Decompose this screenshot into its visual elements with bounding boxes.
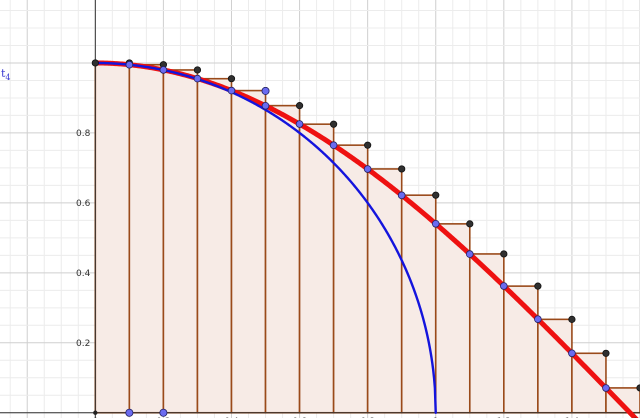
riemann-rectangle xyxy=(128,63,165,414)
points xyxy=(91,59,640,417)
x-tick-label: 0.8 xyxy=(360,417,375,418)
x-tick-label: 0 xyxy=(92,417,98,418)
curve-point xyxy=(193,74,202,83)
tick-labels: 0 0.2 0.4 0.6 0.8 1 1.2 1.4 1.6 0.2 0.4 0.6 0.8 xyxy=(76,129,640,418)
riemann-rectangle xyxy=(230,89,267,414)
corner-point xyxy=(398,165,406,173)
curve-point xyxy=(125,60,134,69)
corner-point xyxy=(500,250,508,258)
riemann-rectangle xyxy=(503,285,539,414)
curve-label: t4 xyxy=(1,67,11,82)
curve-point xyxy=(363,165,372,173)
corner-point xyxy=(568,315,576,323)
x-tick-label: 1.4 xyxy=(565,417,580,418)
curve-point xyxy=(534,315,542,323)
riemann-rectangles xyxy=(94,62,640,414)
corner-point xyxy=(295,102,304,110)
corner-point xyxy=(227,75,236,83)
x-tick-label: 0.4 xyxy=(224,417,239,418)
origin-point xyxy=(93,410,98,415)
riemann-rectangle xyxy=(162,69,199,414)
curve-point xyxy=(431,219,440,228)
riemann-rectangle xyxy=(94,62,131,414)
curves xyxy=(92,60,639,418)
corner-point xyxy=(432,191,440,199)
corner-point xyxy=(91,59,99,67)
riemann-rectangle xyxy=(196,77,233,414)
curve-point xyxy=(329,141,338,150)
corner-point xyxy=(466,220,474,228)
x-tick-label: 1.2 xyxy=(497,417,511,418)
highlight-point xyxy=(125,408,134,417)
curve-point xyxy=(227,86,236,95)
curve-point xyxy=(568,349,576,358)
curve-point xyxy=(500,282,508,290)
y-tick-label: 0.8 xyxy=(76,129,91,139)
curve-point xyxy=(261,101,270,110)
curve-point xyxy=(602,384,610,392)
curve-point xyxy=(397,191,406,200)
x-tick-label: 0.2 xyxy=(156,417,170,418)
circle-arc-curve xyxy=(94,61,437,414)
y-tick-label: 0.6 xyxy=(76,199,91,209)
highlight-point xyxy=(159,408,168,417)
riemann-rectangle xyxy=(298,123,335,414)
x-tick-label: 1 xyxy=(433,417,439,418)
x-tick-label: 1.6 xyxy=(633,417,640,418)
y-tick-label: 0.4 xyxy=(76,269,91,279)
curve-point xyxy=(159,66,168,74)
corner-point xyxy=(364,141,372,149)
y-tick-label: 0.2 xyxy=(76,339,90,349)
x-tick-label: 0.6 xyxy=(292,417,307,418)
riemann-rectangle xyxy=(332,144,369,414)
riemann-rectangle xyxy=(366,168,403,414)
corner-point xyxy=(602,349,610,357)
corner-point xyxy=(330,120,338,128)
curve-point xyxy=(465,250,474,258)
corner-point xyxy=(534,282,542,290)
riemann-rectangle xyxy=(264,104,301,414)
corner-point xyxy=(193,66,202,74)
highlight-point xyxy=(261,86,270,95)
curve-point xyxy=(295,120,304,128)
